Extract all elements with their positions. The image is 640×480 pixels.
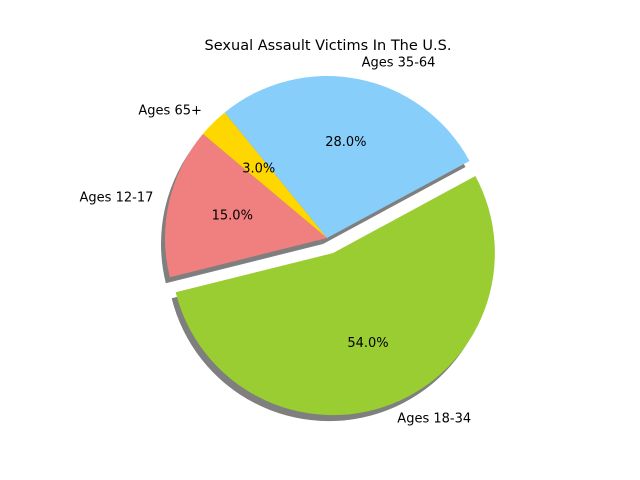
pie-slice-ages-65: [202, 112, 327, 238]
slice-label-ages-12-17: Ages 12-17: [80, 190, 154, 205]
pie-slice-ages-12-17: [164, 133, 327, 278]
slice-percent-ages-12-17: 15.0%: [212, 209, 253, 224]
slice-label-ages-65: Ages 65+: [138, 104, 201, 119]
slice-percent-ages-65: 3.0%: [242, 161, 275, 176]
chart-title: Sexual Assault Victims In The U.S.: [205, 38, 452, 54]
slice-percent-ages-35-64: 28.0%: [325, 135, 366, 150]
label-layer: Ages 12-17 15.0% Ages 18-34 54.0% Ages 35-64…: [80, 56, 472, 427]
slice-percent-ages-18-34: 54.0%: [347, 336, 388, 351]
pie-slice-ages-18-34: [175, 176, 495, 416]
slice-label-ages-35-64: Ages 35-64: [362, 56, 436, 71]
slice-layer: [164, 76, 495, 416]
slice-label-ages-18-34: Ages 18-34: [397, 412, 471, 427]
pie-slice-ages-35-64: [224, 76, 470, 238]
